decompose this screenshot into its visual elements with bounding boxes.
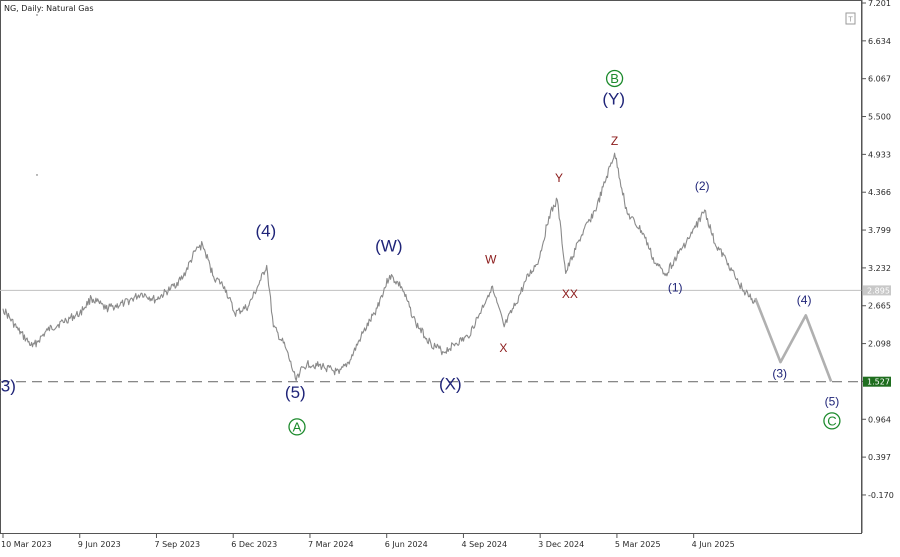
wave-label: (Y) xyxy=(602,90,625,109)
y-tick-label: 7.201 xyxy=(868,0,891,8)
x-axis: 10 Mar 2023 9 Jun 2023 7 Sep 2023 6 Dec 202… xyxy=(1,533,735,549)
y-tick-label: 4.366 xyxy=(868,188,891,197)
wave-annotations: (3) (4) (5) (W) (X) (Y) (2) (1) (4) (3) (5) W X Y XX Z A… xyxy=(0,69,841,436)
y-tick-label: -0.170 xyxy=(868,491,894,500)
x-tick-label: 10 Mar 2023 xyxy=(1,540,52,549)
wave-label: Y xyxy=(555,171,563,185)
wave-label: (3) xyxy=(772,366,787,380)
current-price-tag-label: 2.895 xyxy=(867,286,890,295)
y-tick-label: 6.634 xyxy=(868,37,891,46)
wave-label: (1) xyxy=(668,280,683,294)
x-tick-label: 7 Mar 2024 xyxy=(308,540,354,549)
wave-label: (5) xyxy=(285,383,306,402)
wave-label: W xyxy=(485,252,497,266)
y-tick-label: 2.098 xyxy=(868,340,891,349)
wave-label-circled: A xyxy=(288,418,306,436)
wave-label: (2) xyxy=(695,179,710,193)
y-tick-label: 3.232 xyxy=(868,264,891,273)
wave-label-circled: B xyxy=(605,69,624,88)
x-tick-label: 9 Jun 2023 xyxy=(78,540,121,549)
marker-dot xyxy=(36,14,38,16)
current-price-tag xyxy=(863,285,891,296)
series-layer xyxy=(2,152,833,382)
scroll-toggle-box[interactable] xyxy=(845,12,856,25)
level-price-tag xyxy=(863,376,891,387)
wave-circle-text: C xyxy=(827,413,836,428)
wave-label: (4) xyxy=(255,222,276,241)
y-tick-label: 4.933 xyxy=(868,150,891,159)
chart-title: NG, Daily: Natural Gas xyxy=(4,4,94,13)
y-axis: 7.201 6.634 6.067 5.500 4.933 4.366 3.799 3.232… xyxy=(861,0,894,533)
wave-label: (4) xyxy=(797,293,812,307)
wave-circle-ring xyxy=(288,418,306,436)
scroll-toggle-icon[interactable]: T xyxy=(847,16,853,24)
x-tick-label: 7 Sep 2023 xyxy=(154,540,200,549)
reference-lines xyxy=(0,289,862,383)
wave-label: (5) xyxy=(825,395,840,409)
wave-label: (3) xyxy=(0,377,16,396)
y-tick-label: 0.397 xyxy=(868,453,891,462)
x-tick-label: 6 Jun 2024 xyxy=(385,540,428,549)
y-tick-label: 2.665 xyxy=(868,302,891,311)
wave-circle-text: B xyxy=(610,71,619,86)
y-tick-label: 5.500 xyxy=(868,113,891,122)
price-line xyxy=(2,152,756,382)
wave-label: (W) xyxy=(375,236,402,255)
x-tick-label: 4 Jun 2025 xyxy=(692,540,735,549)
level-price-tag-label: 1.527 xyxy=(867,378,890,387)
wave-label: (X) xyxy=(439,375,462,394)
x-tick-label: 3 Dec 2024 xyxy=(538,540,584,549)
chart-frame xyxy=(0,0,862,534)
x-tick-label: 5 Mar 2025 xyxy=(615,540,661,549)
wave-circle-ring xyxy=(605,69,624,88)
forecast-line xyxy=(754,297,833,382)
y-tick-label: 0.964 xyxy=(868,415,891,424)
y-tick-label: 6.067 xyxy=(868,75,891,84)
marker-dot xyxy=(36,174,38,176)
wave-circle-ring xyxy=(823,412,841,430)
scroll-toggle-button[interactable]: T xyxy=(845,12,856,25)
wave-label-circled: C xyxy=(823,412,841,430)
x-tick-label: 4 Sep 2024 xyxy=(461,540,507,549)
y-tick-label: 3.799 xyxy=(868,226,891,235)
wave-label: X xyxy=(499,341,507,355)
wave-circle-text: A xyxy=(293,419,302,434)
wave-label: XX xyxy=(562,287,578,301)
wave-label: Z xyxy=(611,134,618,148)
x-tick-label: 6 Dec 2023 xyxy=(231,540,277,549)
